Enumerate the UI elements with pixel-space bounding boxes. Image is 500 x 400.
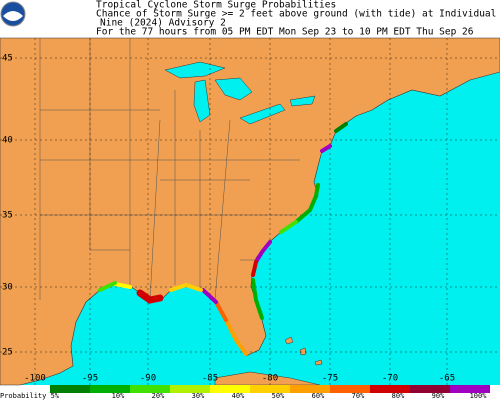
bahamas [284,336,323,366]
legend-swatch [410,385,450,393]
lon-label: -75 [322,374,338,384]
legend-label: 40% [232,392,245,400]
legend-swatch [330,385,370,393]
legend-swatch [130,385,170,393]
header-line: Nine (2024) Advisory 2 [100,18,226,29]
header-line: Tropical Cyclone Storm Surge Probabiliti… [96,0,336,11]
lon-label: -70 [382,374,398,384]
legend-swatch [250,385,290,393]
legend-swatch [210,385,250,393]
lon-label: -95 [82,374,98,384]
lat-label: 35 [2,211,13,221]
great-lakes [164,61,316,125]
surge-coastline [98,122,348,356]
legend-label: 10% [112,392,125,400]
legend-swatch [450,385,490,393]
legend-label: 100% [470,392,488,400]
lat-label: 25 [2,348,13,358]
lon-label: -100 [24,374,46,384]
lon-label: -80 [262,374,278,384]
legend-label: 80% [392,392,405,400]
lat-label: 45 [2,54,13,64]
header-line: For the 77 hours from 05 PM EDT Mon Sep … [96,27,474,38]
lon-label: -85 [202,374,218,384]
lon-label: -65 [439,374,455,384]
legend-swatch [50,385,90,393]
lat-label: 40 [2,136,13,146]
legend-swatch [290,385,330,393]
legend-label: 70% [352,392,365,400]
graticule [0,38,500,385]
legend-swatch [90,385,130,393]
lon-label: -90 [140,374,156,384]
legend-label: 60% [312,392,325,400]
legend-label: 90% [432,392,445,400]
legend-label: 20% [152,392,165,400]
legend-label: Probability 5% [0,392,60,400]
legend-swatch [370,385,410,393]
legend-swatch [170,385,210,393]
legend-label: 30% [192,392,205,400]
lat-label: 30 [2,283,13,293]
cuba [214,371,321,386]
header-line: Chance of Storm Surge >= 2 feet above gr… [96,9,500,20]
noaa-logo-bird [3,11,23,21]
legend-label: 50% [272,392,285,400]
